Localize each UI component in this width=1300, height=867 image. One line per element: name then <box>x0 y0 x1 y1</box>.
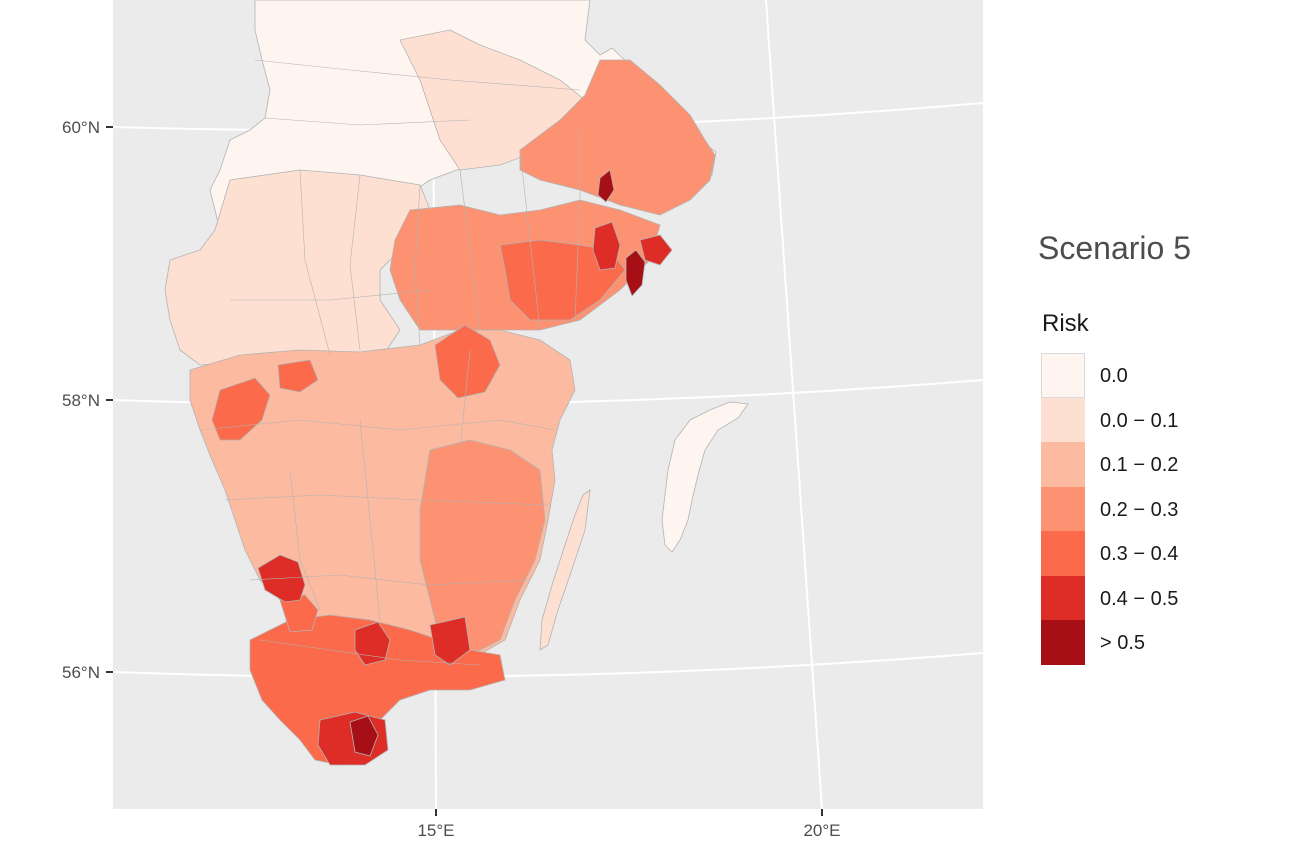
region-stockholm-east <box>639 234 673 266</box>
legend-item: > 0.5 <box>1041 620 1241 665</box>
legend-swatch <box>1041 531 1085 576</box>
lat-label-60n: 60°N <box>62 118 100 137</box>
axis-ticks <box>106 126 823 816</box>
region-southeast-peak <box>429 616 471 666</box>
region-central-high <box>434 324 501 399</box>
region-stockholm-west <box>592 221 621 271</box>
legend-swatch <box>1041 353 1085 398</box>
parallel-56n <box>113 652 983 679</box>
legend-label: 0.0 <box>1100 365 1128 387</box>
legend-item: 0.0 <box>1041 353 1241 398</box>
lat-label-58n: 58°N <box>62 391 100 410</box>
region-oland <box>539 489 591 651</box>
region-southeast-mid <box>419 439 546 656</box>
municipality-borders <box>199 59 581 666</box>
region-uppsala-peak <box>597 169 615 203</box>
region-east-high <box>499 239 626 321</box>
legend-swatch <box>1041 397 1085 442</box>
legend-label: 0.0 − 0.1 <box>1100 409 1179 432</box>
region-northeast-mid <box>519 59 716 216</box>
meridian-20e <box>765 0 823 809</box>
legend-title: Risk <box>1042 310 1089 337</box>
lat-label-56n: 56°N <box>62 663 100 682</box>
map-title: Scenario 5 <box>1038 230 1191 266</box>
legend-swatch <box>1041 486 1085 531</box>
region-west-inland-high <box>277 359 319 393</box>
legend-item: 0.4 − 0.5 <box>1041 575 1241 620</box>
region-gotland <box>661 401 749 553</box>
legend-item: 0.3 − 0.4 <box>1041 531 1241 576</box>
legend-label: 0.4 − 0.5 <box>1100 587 1179 610</box>
region-south-peak <box>354 621 391 666</box>
legend-label: > 0.5 <box>1100 632 1146 654</box>
legend-label: 0.3 − 0.4 <box>1100 543 1179 565</box>
lon-label-20e: 20°E <box>803 821 840 840</box>
legend-item: 0.1 − 0.2 <box>1041 442 1241 487</box>
lon-label-15e: 15°E <box>417 821 454 840</box>
legend-label: 0.2 − 0.3 <box>1100 498 1179 521</box>
legend-label: 0.1 − 0.2 <box>1100 454 1179 476</box>
legend: 0.0 0.0 − 0.1 0.1 − 0.2 0.2 − 0.3 0.3 − … <box>1041 353 1241 665</box>
legend-item: 0.2 − 0.3 <box>1041 486 1241 531</box>
legend-swatch <box>1041 575 1085 620</box>
region-skane-peak <box>349 715 379 757</box>
legend-swatch <box>1041 442 1085 487</box>
legend-item: 0.0 − 0.1 <box>1041 397 1241 442</box>
region-stockholm-peak <box>625 249 646 297</box>
legend-swatch <box>1041 620 1085 665</box>
landmass <box>164 0 749 766</box>
